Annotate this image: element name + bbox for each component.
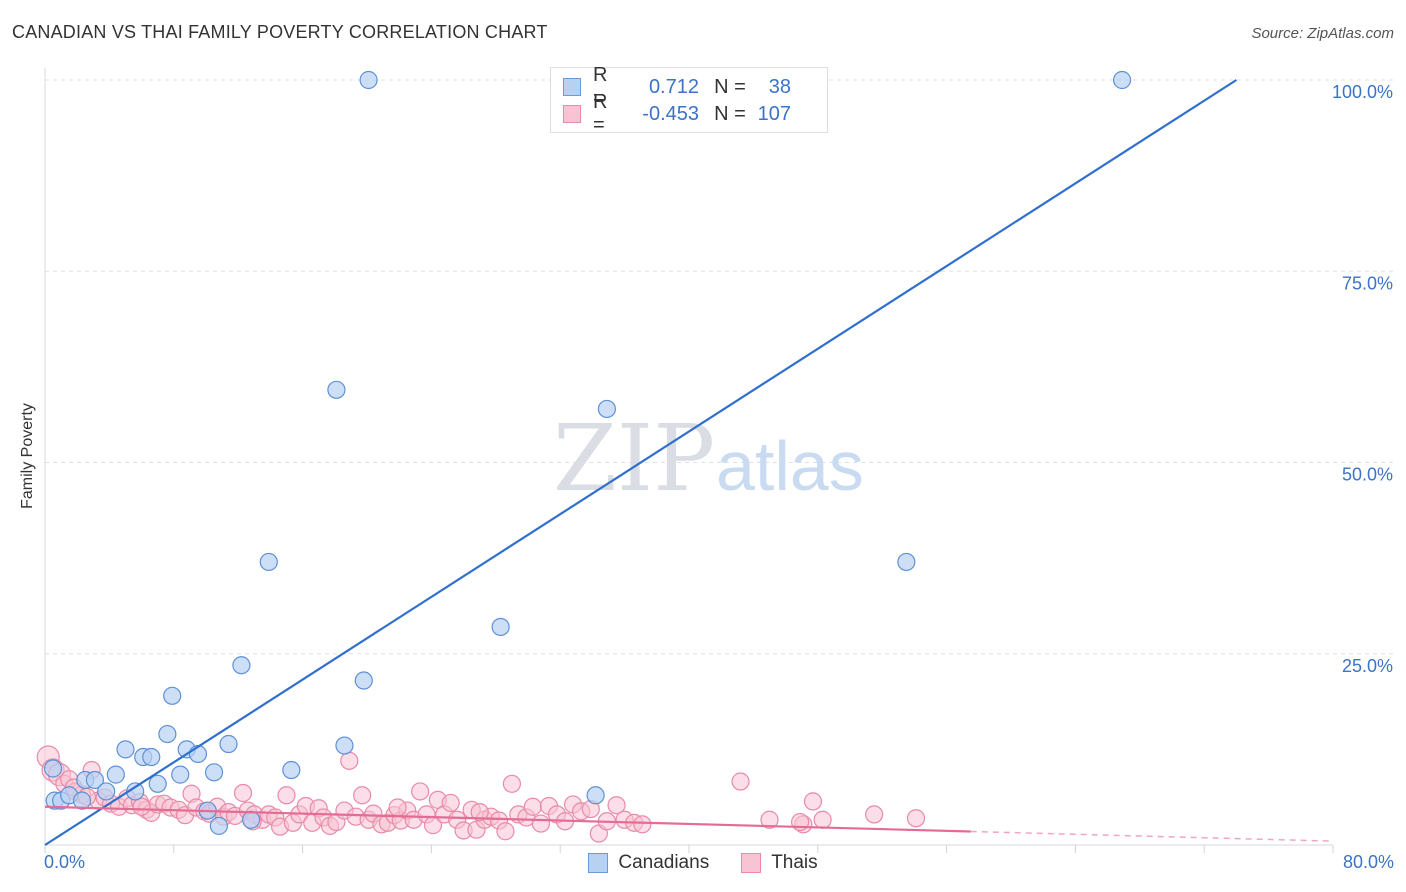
thai-point xyxy=(803,792,823,811)
gridlines xyxy=(45,79,1395,655)
legend-n-label: N = xyxy=(714,102,746,125)
series-swatch-canadians xyxy=(588,853,609,873)
legend-r-value: -0.453 xyxy=(642,102,699,125)
canadian-point xyxy=(359,70,378,90)
canadian-point xyxy=(1112,70,1132,90)
thai-point xyxy=(731,772,750,791)
thai-point xyxy=(760,810,779,829)
canadian-point xyxy=(327,380,346,399)
canadian-point xyxy=(241,810,261,829)
canadian-point xyxy=(259,552,278,572)
canadian-point xyxy=(85,770,105,790)
canadian-point xyxy=(142,747,161,767)
canadian-point xyxy=(106,765,125,784)
canadian-point xyxy=(97,782,116,801)
thai-point xyxy=(353,786,372,805)
thai-point xyxy=(388,798,407,817)
y-tick-label: 100.0% xyxy=(1332,82,1393,102)
watermark-zip: ZIP xyxy=(553,405,715,512)
canadian-point xyxy=(491,617,510,637)
series-legend: Canadians Thais xyxy=(0,852,1406,874)
thai-point xyxy=(906,809,926,828)
y-tick-label: 25.0% xyxy=(1342,656,1393,676)
canadian-point xyxy=(282,760,301,780)
legend-row-canadians: R = 0.712 N = 38 xyxy=(563,64,791,109)
thai-point xyxy=(531,814,550,833)
source-label: Source: ZipAtlas.com xyxy=(1251,25,1394,42)
canadian-point xyxy=(232,656,251,675)
thai-point xyxy=(813,810,832,829)
legend-row-thais: R = -0.453 N = 107 xyxy=(563,91,791,136)
thai-point xyxy=(502,774,521,793)
series-label-thais: Thais xyxy=(771,852,818,873)
legend-n-label: N = xyxy=(714,75,746,98)
legend-swatch-canadians xyxy=(563,78,581,96)
thai-point xyxy=(496,822,515,841)
thai-trendline xyxy=(44,805,971,833)
canadian-trendline xyxy=(44,79,1237,846)
axes xyxy=(44,68,1334,853)
canadian-point xyxy=(158,724,177,744)
canadian-point xyxy=(597,399,616,419)
thai-point xyxy=(470,803,489,822)
thai-point xyxy=(132,797,151,816)
legend-r-value: 0.712 xyxy=(648,75,699,98)
legend-n-value: 38 xyxy=(768,75,791,98)
trendlines xyxy=(44,79,1334,846)
canadian-point xyxy=(171,765,190,784)
canadian-point xyxy=(116,740,135,759)
watermark-atlas: atlas xyxy=(716,427,864,505)
thai-point xyxy=(233,783,253,803)
thai-trendline-extension xyxy=(970,830,1334,842)
legend-r-label: R = xyxy=(593,64,608,109)
canadian-point xyxy=(148,774,167,793)
chart-title: CANADIAN VS THAI FAMILY POVERTY CORRELAT… xyxy=(12,22,548,42)
thai-point xyxy=(865,805,884,824)
correlation-legend: R = 0.712 N = 38 R = -0.453 N = 107 xyxy=(550,64,828,136)
canadian-point xyxy=(219,734,238,754)
legend-swatch-thais xyxy=(563,105,581,123)
x-tick-max: 80.0% xyxy=(1342,852,1394,872)
series-label-canadians: Canadians xyxy=(618,852,710,873)
canadian-point xyxy=(72,791,92,810)
canadian-point xyxy=(335,736,354,755)
canadian-point xyxy=(43,759,63,778)
canadian-point xyxy=(209,816,228,835)
canadian-point xyxy=(897,552,916,572)
canadian-point xyxy=(586,786,605,805)
y-tick-label: 50.0% xyxy=(1342,465,1393,485)
canadian-point xyxy=(354,671,373,690)
thai-point xyxy=(277,786,296,805)
legend-r-label: R = xyxy=(593,91,608,136)
series-swatch-thais xyxy=(741,853,762,873)
y-tick-labels: 25.0% 50.0% 75.0% 100.0% xyxy=(1332,82,1393,676)
series-legend-canadians[interactable]: Canadians xyxy=(588,852,709,874)
thai-point xyxy=(441,793,460,813)
series-legend-thais[interactable]: Thais xyxy=(741,852,818,874)
y-tick-label: 75.0% xyxy=(1342,273,1393,293)
thai-point xyxy=(411,782,430,801)
canadian-points xyxy=(43,70,1132,835)
thai-point xyxy=(633,815,652,834)
thai-point xyxy=(340,751,359,770)
x-tick-min: 0.0% xyxy=(44,852,86,872)
canadian-point xyxy=(163,686,182,705)
canadian-point xyxy=(204,763,224,782)
thai-point xyxy=(607,796,626,815)
legend-n-value: 107 xyxy=(757,102,791,125)
thai-point xyxy=(523,797,542,816)
